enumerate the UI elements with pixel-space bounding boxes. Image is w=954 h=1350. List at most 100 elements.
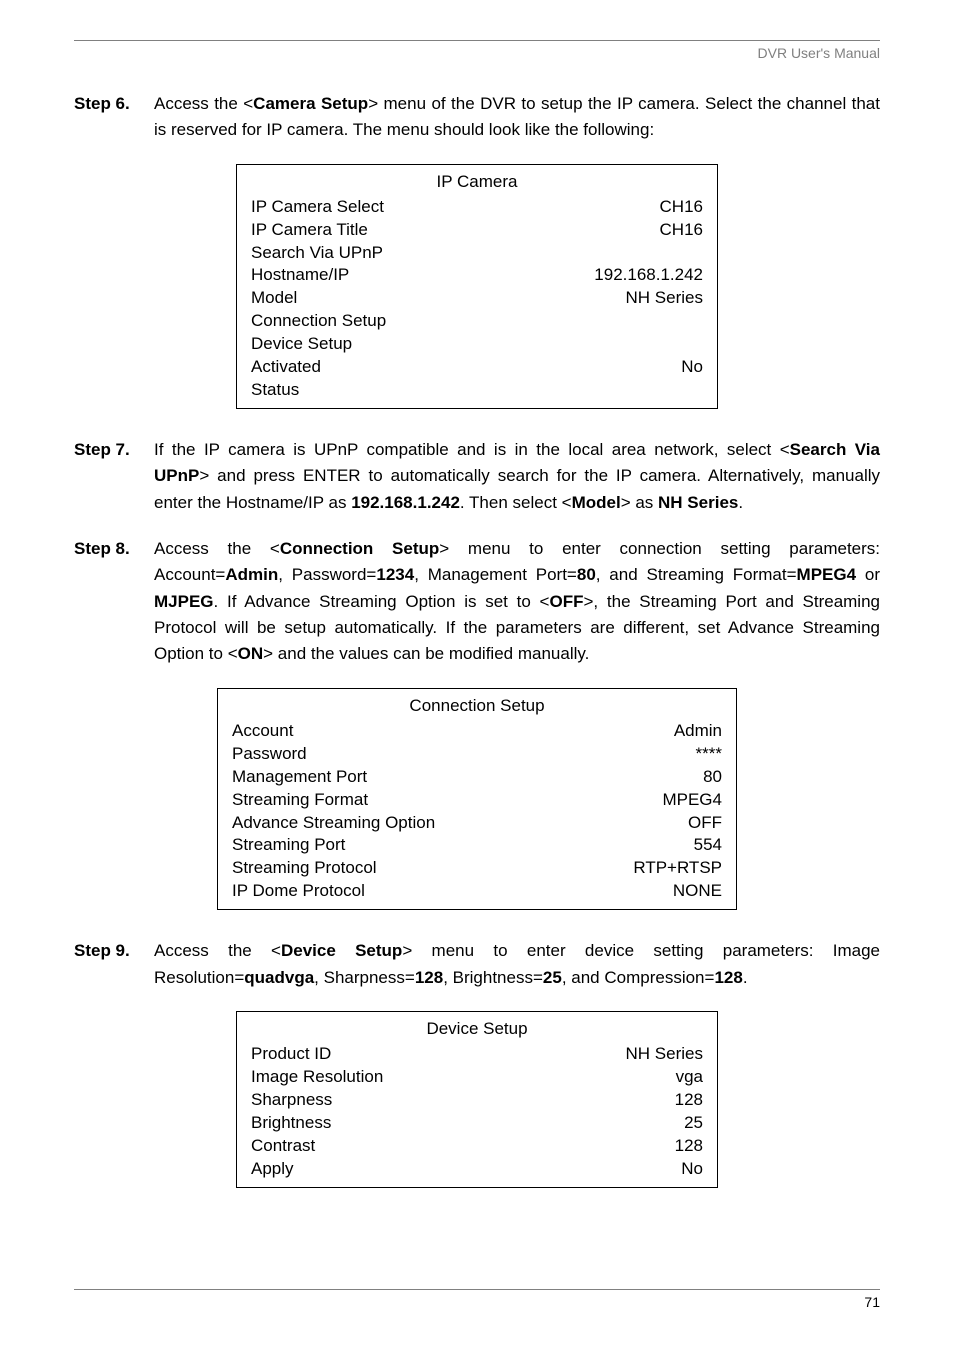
ip-camera-box: IP Camera IP Camera Select CH16 IP Camera… (236, 164, 718, 409)
box2-k3: Streaming Format (232, 789, 368, 812)
t: > as (621, 493, 658, 512)
t: If the IP camera is UPnP compatible and … (154, 440, 790, 459)
box3-row: Product ID NH Series (251, 1043, 703, 1066)
b: Connection Setup (280, 539, 439, 558)
box1-row: Search Via UPnP (251, 242, 703, 265)
box2-v1: **** (696, 743, 722, 766)
box3-v1: vga (676, 1066, 703, 1089)
b: 128 (714, 968, 742, 987)
box1-k2: Search Via UPnP (251, 242, 383, 265)
box2-row: Account Admin (232, 720, 722, 743)
t: , and Compression= (562, 968, 715, 987)
box2-k1: Password (232, 743, 307, 766)
box2-v0: Admin (674, 720, 722, 743)
box2-v5: 554 (694, 834, 722, 857)
box1-v3: 192.168.1.242 (594, 264, 703, 287)
box2-k6: Streaming Protocol (232, 857, 377, 880)
box3-k3: Brightness (251, 1112, 331, 1135)
b: NH Series (658, 493, 738, 512)
t: , Brightness= (443, 968, 543, 987)
box3-v5: No (681, 1158, 703, 1181)
box2-k5: Streaming Port (232, 834, 345, 857)
b: Model (572, 493, 621, 512)
box3-title: Device Setup (251, 1018, 703, 1041)
b: OFF (550, 592, 584, 611)
box1-k6: Device Setup (251, 333, 352, 356)
box3-k5: Apply (251, 1158, 294, 1181)
box2-title: Connection Setup (232, 695, 722, 718)
t: Access the < (154, 539, 280, 558)
box1-v0: CH16 (660, 196, 703, 219)
box1-v7: No (681, 356, 703, 379)
box1-row: ActivatedNo (251, 356, 703, 379)
b: Device Setup (281, 941, 402, 960)
box3-v2: 128 (675, 1089, 703, 1112)
t: . (738, 493, 743, 512)
box2-row: Advance Streaming Option OFF (232, 812, 722, 835)
page-content: DVR User's Manual Step 6. Access the <Ca… (0, 0, 954, 1188)
box1-row: Device Setup (251, 333, 703, 356)
box3-row: Contrast 128 (251, 1135, 703, 1158)
box3-k4: Contrast (251, 1135, 315, 1158)
step9-body: Access the <Device Setup> menu to enter … (154, 938, 880, 991)
b: quadvga (244, 968, 314, 987)
t: or (856, 565, 880, 584)
box2-v4: OFF (688, 812, 722, 835)
box2-k0: Account (232, 720, 293, 743)
b: MJPEG (154, 592, 214, 611)
header-title: DVR User's Manual (74, 45, 880, 61)
box1-row: Hostname/IP 192.168.1.242 (251, 264, 703, 287)
box2-v6: RTP+RTSP (633, 857, 722, 880)
b: 128 (415, 968, 443, 987)
box1-title: IP Camera (251, 171, 703, 194)
step7-label: Step 7. (74, 437, 154, 516)
box2-row: Management Port80 (232, 766, 722, 789)
box3-k0: Product ID (251, 1043, 331, 1066)
step6-text1: Access the < (154, 94, 253, 113)
box3-row: Apply No (251, 1158, 703, 1181)
step8-block: Step 8. Access the <Connection Setup> me… (74, 536, 880, 668)
t: , Password= (278, 565, 376, 584)
box1-k0: IP Camera Select (251, 196, 384, 219)
step6-body: Access the <Camera Setup> menu of the DV… (154, 91, 880, 144)
step6-label: Step 6. (74, 91, 154, 144)
box3-v4: 128 (675, 1135, 703, 1158)
t: . (743, 968, 748, 987)
box1-k4: Model (251, 287, 297, 310)
box2-k7: IP Dome Protocol (232, 880, 365, 903)
box3-v0: NH Series (626, 1043, 703, 1066)
step8-body: Access the <Connection Setup> menu to en… (154, 536, 880, 668)
t: Access the < (154, 941, 281, 960)
b: Admin (225, 565, 278, 584)
box1-row: ModelNH Series (251, 287, 703, 310)
box2-k4: Advance Streaming Option (232, 812, 435, 835)
b: 1234 (376, 565, 414, 584)
t: , Sharpness= (314, 968, 415, 987)
box1-k1: IP Camera Title (251, 219, 368, 242)
b: ON (238, 644, 264, 663)
t: . If Advance Streaming Option is set to … (214, 592, 550, 611)
footer: 71 (74, 1289, 880, 1310)
footer-rule (74, 1289, 880, 1290)
t: . Then select < (460, 493, 572, 512)
device-setup-box: Device Setup Product ID NH Series Image R… (236, 1011, 718, 1188)
t: > and the values can be modified manuall… (263, 644, 589, 663)
box1-v1: CH16 (660, 219, 703, 242)
box1-k8: Status (251, 379, 299, 402)
box3-v3: 25 (684, 1112, 703, 1135)
box2-row: Streaming Port 554 (232, 834, 722, 857)
box3-k1: Image Resolution (251, 1066, 383, 1089)
step9-block: Step 9. Access the <Device Setup> menu t… (74, 938, 880, 991)
box1-row: IP Camera Title CH16 (251, 219, 703, 242)
header-rule (74, 40, 880, 41)
box2-row: Streaming FormatMPEG4 (232, 789, 722, 812)
box3-k2: Sharpness (251, 1089, 332, 1112)
box2-row: IP Dome ProtocolNONE (232, 880, 722, 903)
step7-block: Step 7. If the IP camera is UPnP compati… (74, 437, 880, 516)
box1-row: Status (251, 379, 703, 402)
box2-row: Streaming Protocol RTP+RTSP (232, 857, 722, 880)
step6-bold1: Camera Setup (253, 94, 368, 113)
box1-k3: Hostname/IP (251, 264, 349, 287)
box1-row: IP Camera Select CH16 (251, 196, 703, 219)
b: 25 (543, 968, 562, 987)
